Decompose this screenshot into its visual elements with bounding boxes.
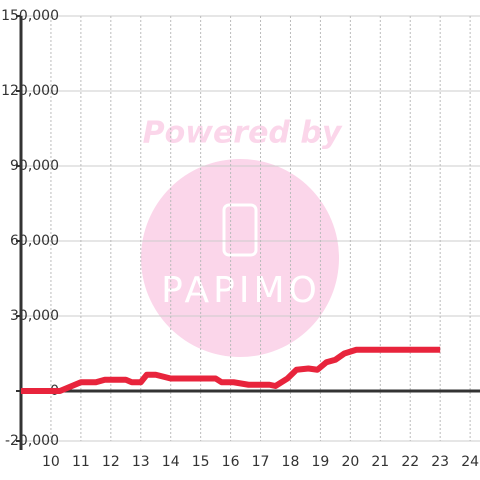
y-tick-label: 120,000 bbox=[1, 83, 59, 99]
watermark-logo: PAPIMO bbox=[161, 270, 321, 311]
y-tick-label: 30,000 bbox=[10, 308, 59, 324]
x-tick-label: 14 bbox=[162, 454, 180, 470]
y-tick-label: -20,000 bbox=[5, 433, 59, 449]
x-tick-label: 23 bbox=[431, 454, 449, 470]
watermark-circle bbox=[141, 159, 339, 357]
y-tick-label: 90,000 bbox=[10, 158, 59, 174]
y-tick-label: 60,000 bbox=[10, 233, 59, 249]
x-tick-label: 18 bbox=[282, 454, 300, 470]
x-tick-label: 11 bbox=[72, 454, 90, 470]
x-tick-label: 15 bbox=[192, 454, 210, 470]
x-tick-label: 13 bbox=[132, 454, 150, 470]
x-tick-label: 24 bbox=[461, 454, 479, 470]
x-tick-label: 17 bbox=[252, 454, 270, 470]
x-tick-label: 20 bbox=[341, 454, 359, 470]
x-tick-label: 19 bbox=[311, 454, 329, 470]
x-tick-label: 10 bbox=[42, 454, 60, 470]
y-tick-label: 150,000 bbox=[1, 8, 59, 24]
x-tick-label: 16 bbox=[222, 454, 240, 470]
x-tick-label: 21 bbox=[371, 454, 389, 470]
data-line bbox=[21, 346, 441, 394]
watermark: Powered by PAPIMO bbox=[141, 116, 343, 357]
watermark-icon bbox=[222, 203, 258, 257]
x-tick-label: 12 bbox=[102, 454, 120, 470]
x-tick-label: 22 bbox=[401, 454, 419, 470]
watermark-text: Powered by bbox=[143, 116, 343, 151]
